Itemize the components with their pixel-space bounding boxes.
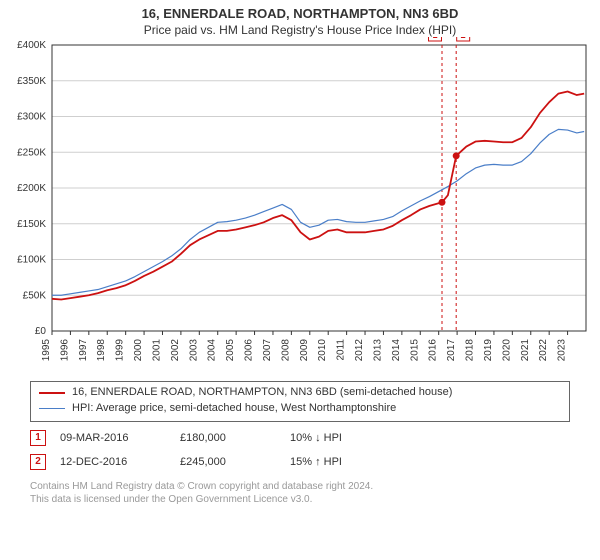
sale-date: 09-MAR-2016 bbox=[60, 432, 180, 444]
x-axis-label: 2001 bbox=[151, 339, 162, 362]
price-vs-hpi-chart: £0 £50K £100K £150K £200K £250K £300K £350K £400… bbox=[0, 37, 600, 377]
x-axis-label: 2003 bbox=[188, 339, 199, 362]
x-axis-label: 2002 bbox=[170, 339, 181, 362]
chart-legend: 16, ENNERDALE ROAD, NORTHAMPTON, NN3 6BD… bbox=[30, 381, 570, 422]
sale-marker-dot bbox=[453, 152, 460, 159]
y-axis-label: £50K bbox=[23, 290, 47, 301]
sale-badge: 2 bbox=[457, 37, 470, 41]
sale-date: 12-DEC-2016 bbox=[60, 456, 180, 468]
y-axis-label: £250K bbox=[17, 147, 46, 158]
x-axis-label: 2013 bbox=[372, 339, 383, 362]
sale-price: £180,000 bbox=[180, 432, 290, 444]
x-axis-label: 2007 bbox=[262, 339, 273, 362]
attribution-line-1: Contains HM Land Registry data © Crown c… bbox=[30, 480, 570, 494]
chart-title-subtitle: Price paid vs. HM Land Registry's House … bbox=[0, 23, 600, 37]
sale-row: 1 09-MAR-2016£180,00010% ↓ HPI bbox=[30, 430, 570, 446]
x-axis-label: 2004 bbox=[207, 339, 218, 362]
y-axis-label: £150K bbox=[17, 219, 46, 230]
x-axis-label: 2016 bbox=[428, 339, 439, 362]
sale-badge: 1 bbox=[429, 37, 442, 41]
x-axis-label: 1998 bbox=[96, 339, 107, 362]
legend-swatch bbox=[39, 408, 65, 409]
legend-swatch bbox=[39, 392, 65, 394]
x-axis-label: 2022 bbox=[538, 339, 549, 362]
x-axis-label: 2015 bbox=[409, 339, 420, 362]
sale-marker-dot bbox=[439, 199, 446, 206]
sale-pct-vs-hpi: 15% ↑ HPI bbox=[290, 456, 410, 468]
x-axis-label: 2023 bbox=[557, 339, 568, 362]
sale-row: 2 12-DEC-2016£245,00015% ↑ HPI bbox=[30, 454, 570, 470]
chart-title-address: 16, ENNERDALE ROAD, NORTHAMPTON, NN3 6BD bbox=[0, 6, 600, 21]
x-axis-label: 2010 bbox=[317, 339, 328, 362]
x-axis-label: 2000 bbox=[133, 339, 144, 362]
sale-badge: 1 bbox=[30, 430, 46, 446]
sale-events-list: 1 09-MAR-2016£180,00010% ↓ HPI 2 12-DEC-201… bbox=[0, 430, 600, 470]
svg-text:2: 2 bbox=[461, 37, 466, 40]
x-axis-label: 2006 bbox=[244, 339, 255, 362]
x-axis-label: 2017 bbox=[446, 339, 457, 362]
x-axis-label: 2008 bbox=[280, 339, 291, 362]
sale-price: £245,000 bbox=[180, 456, 290, 468]
svg-text:1: 1 bbox=[432, 37, 437, 40]
y-axis-label: £0 bbox=[35, 326, 47, 337]
x-axis-label: 1995 bbox=[41, 339, 52, 362]
x-axis-label: 2011 bbox=[336, 339, 347, 361]
x-axis-label: 2018 bbox=[465, 339, 476, 362]
legend-label: HPI: Average price, semi-detached house,… bbox=[72, 401, 396, 417]
y-axis-label: £300K bbox=[17, 112, 46, 123]
legend-item: 16, ENNERDALE ROAD, NORTHAMPTON, NN3 6BD… bbox=[39, 385, 561, 401]
y-axis-label: £100K bbox=[17, 255, 46, 266]
legend-item: HPI: Average price, semi-detached house,… bbox=[39, 401, 561, 417]
x-axis-label: 2009 bbox=[299, 339, 310, 362]
x-axis-label: 2019 bbox=[483, 339, 494, 362]
attribution-text: Contains HM Land Registry data © Crown c… bbox=[30, 480, 570, 507]
sale-badge: 2 bbox=[30, 454, 46, 470]
x-axis-label: 2014 bbox=[391, 339, 402, 362]
x-axis-label: 2020 bbox=[501, 339, 512, 362]
y-axis-label: £350K bbox=[17, 76, 46, 87]
x-axis-label: 1996 bbox=[59, 339, 70, 362]
x-axis-label: 2012 bbox=[354, 339, 365, 362]
attribution-line-2: This data is licensed under the Open Gov… bbox=[30, 493, 570, 507]
x-axis-label: 2021 bbox=[520, 339, 531, 362]
x-axis-label: 2005 bbox=[225, 339, 236, 362]
y-axis-label: £200K bbox=[17, 183, 46, 194]
x-axis-label: 1999 bbox=[115, 339, 126, 362]
sale-pct-vs-hpi: 10% ↓ HPI bbox=[290, 432, 410, 444]
y-axis-label: £400K bbox=[17, 40, 46, 51]
x-axis-label: 1997 bbox=[78, 339, 89, 362]
legend-label: 16, ENNERDALE ROAD, NORTHAMPTON, NN3 6BD… bbox=[72, 385, 452, 401]
